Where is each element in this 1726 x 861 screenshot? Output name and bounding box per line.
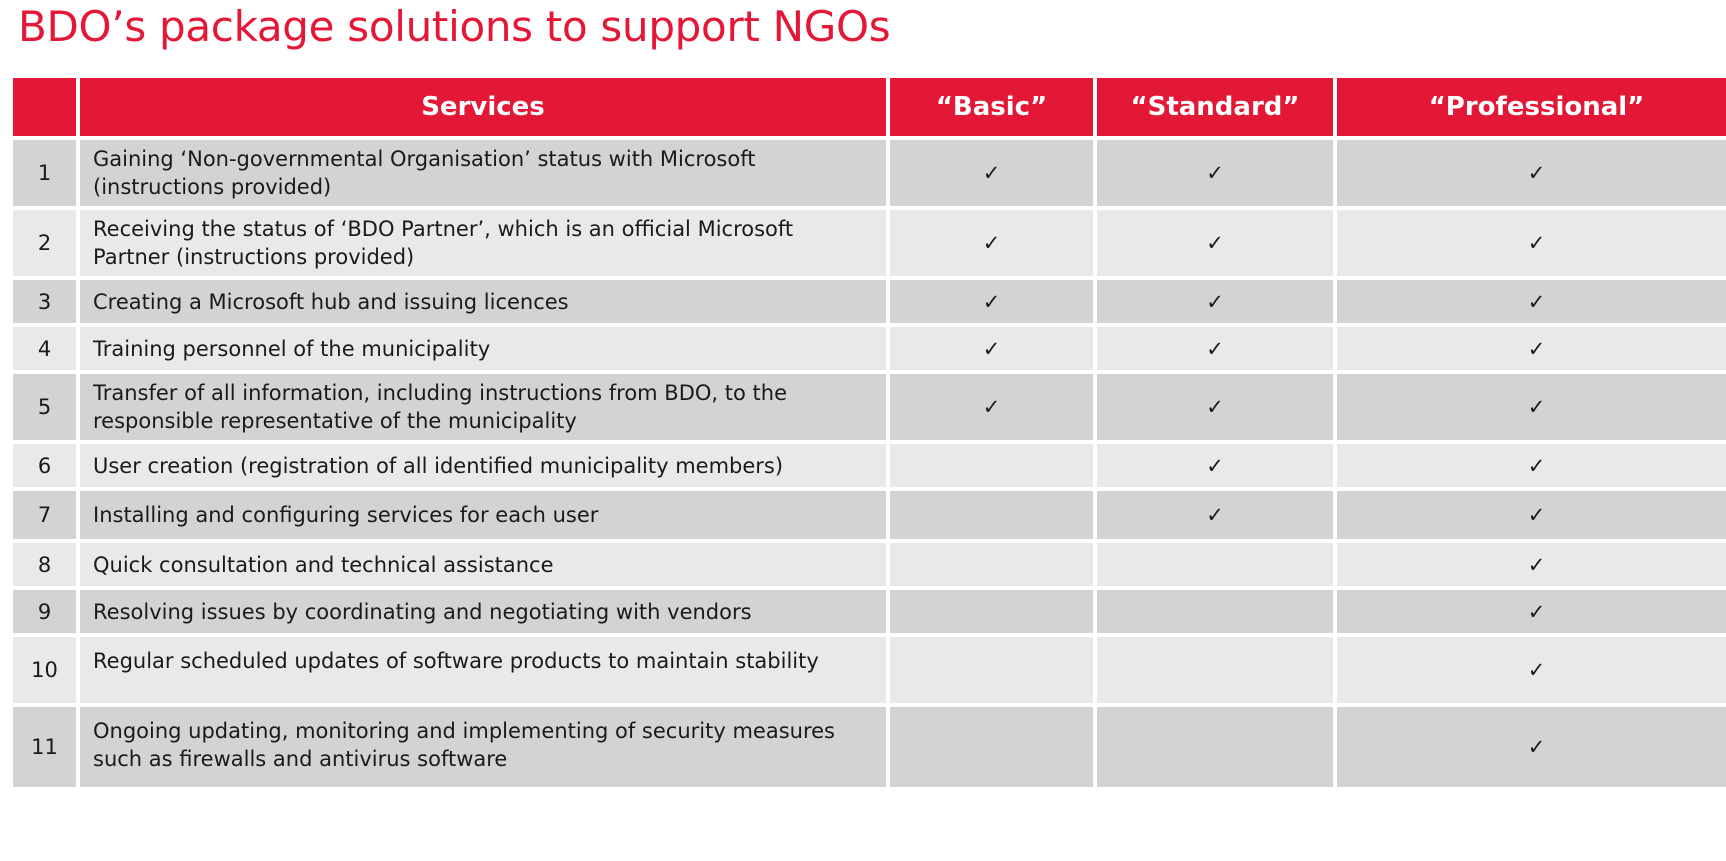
standard-check: ✓ [1097, 491, 1333, 539]
header-basic: “Basic” [890, 78, 1093, 136]
service-description: Training personnel of the municipality [80, 327, 886, 370]
row-number: 2 [13, 210, 76, 276]
professional-check: ✓ [1337, 637, 1726, 703]
row-number: 3 [13, 280, 76, 323]
service-description: Installing and configuring services for … [80, 491, 886, 539]
basic-check [890, 637, 1093, 703]
packages-table: Services “Basic” “Standard” “Professiona… [9, 74, 1726, 791]
table-row: 8 Quick consultation and technical assis… [13, 543, 1726, 586]
service-description: Transfer of all information, including i… [80, 374, 886, 440]
table-row: 10 Regular scheduled updates of software… [13, 637, 1726, 703]
table-row: 4 Training personnel of the municipality… [13, 327, 1726, 370]
standard-check [1097, 543, 1333, 586]
basic-check [890, 707, 1093, 787]
header-professional: “Professional” [1337, 78, 1726, 136]
table-row: 3 Creating a Microsoft hub and issuing l… [13, 280, 1726, 323]
basic-check: ✓ [890, 327, 1093, 370]
professional-check: ✓ [1337, 590, 1726, 633]
row-number: 6 [13, 444, 76, 487]
standard-check: ✓ [1097, 374, 1333, 440]
row-number: 11 [13, 707, 76, 787]
standard-check [1097, 590, 1333, 633]
standard-check: ✓ [1097, 327, 1333, 370]
service-description: User creation (registration of all ident… [80, 444, 886, 487]
page-title: BDO’s package solutions to support NGOs [18, 2, 891, 51]
basic-check: ✓ [890, 280, 1093, 323]
professional-check: ✓ [1337, 707, 1726, 787]
service-description: Regular scheduled updates of software pr… [80, 637, 886, 703]
table-row: 5 Transfer of all information, including… [13, 374, 1726, 440]
table-row: 7 Installing and configuring services fo… [13, 491, 1726, 539]
service-description: Resolving issues by coordinating and neg… [80, 590, 886, 633]
service-description: Ongoing updating, monitoring and impleme… [80, 707, 886, 787]
row-number: 4 [13, 327, 76, 370]
standard-check [1097, 707, 1333, 787]
standard-check: ✓ [1097, 140, 1333, 206]
header-standard: “Standard” [1097, 78, 1333, 136]
row-number: 10 [13, 637, 76, 703]
row-number: 9 [13, 590, 76, 633]
basic-check: ✓ [890, 140, 1093, 206]
standard-check [1097, 637, 1333, 703]
table-row: 9 Resolving issues by coordinating and n… [13, 590, 1726, 633]
standard-check: ✓ [1097, 210, 1333, 276]
row-number: 1 [13, 140, 76, 206]
professional-check: ✓ [1337, 280, 1726, 323]
service-description: Gaining ‘Non-governmental Organisation’ … [80, 140, 886, 206]
row-number: 8 [13, 543, 76, 586]
row-number: 5 [13, 374, 76, 440]
professional-check: ✓ [1337, 491, 1726, 539]
table-row: 11 Ongoing updating, monitoring and impl… [13, 707, 1726, 787]
basic-check [890, 444, 1093, 487]
basic-check [890, 543, 1093, 586]
professional-check: ✓ [1337, 327, 1726, 370]
basic-check: ✓ [890, 210, 1093, 276]
header-row: Services “Basic” “Standard” “Professiona… [13, 78, 1726, 136]
professional-check: ✓ [1337, 374, 1726, 440]
basic-check [890, 491, 1093, 539]
service-description: Creating a Microsoft hub and issuing lic… [80, 280, 886, 323]
basic-check: ✓ [890, 374, 1093, 440]
professional-check: ✓ [1337, 444, 1726, 487]
table-row: 2 Receiving the status of ‘BDO Partner’,… [13, 210, 1726, 276]
professional-check: ✓ [1337, 543, 1726, 586]
table-row: 1 Gaining ‘Non-governmental Organisation… [13, 140, 1726, 206]
header-services: Services [80, 78, 886, 136]
professional-check: ✓ [1337, 140, 1726, 206]
row-number: 7 [13, 491, 76, 539]
standard-check: ✓ [1097, 444, 1333, 487]
service-description: Quick consultation and technical assista… [80, 543, 886, 586]
header-number [13, 78, 76, 136]
basic-check [890, 590, 1093, 633]
standard-check: ✓ [1097, 280, 1333, 323]
professional-check: ✓ [1337, 210, 1726, 276]
service-description: Receiving the status of ‘BDO Partner’, w… [80, 210, 886, 276]
table-row: 6 User creation (registration of all ide… [13, 444, 1726, 487]
